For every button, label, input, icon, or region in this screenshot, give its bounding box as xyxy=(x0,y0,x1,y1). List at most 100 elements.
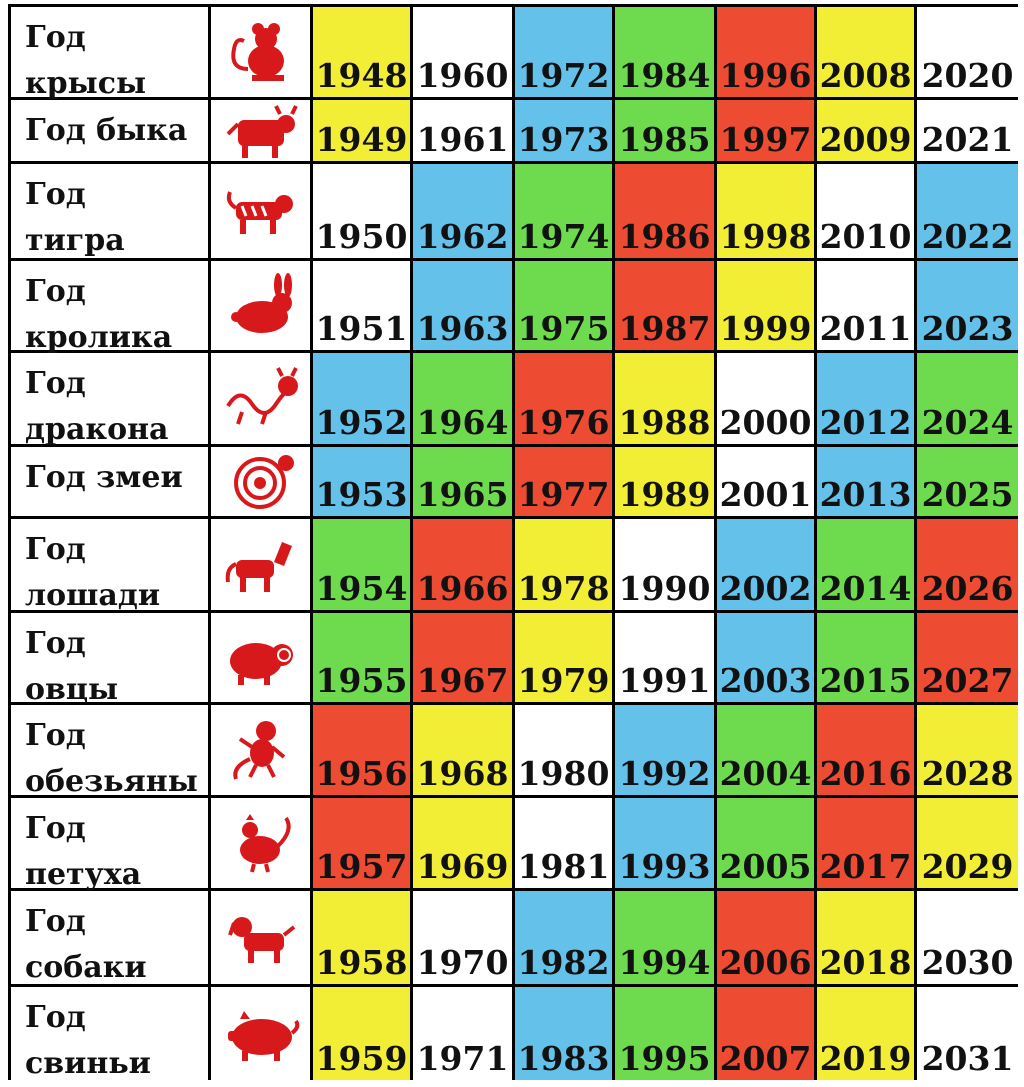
year-cell: 1978 xyxy=(515,519,612,610)
year-cell: 1990 xyxy=(615,519,714,610)
year-cell: 1968 xyxy=(413,705,512,795)
row-label: Год обезьяны xyxy=(11,705,208,799)
year-cell: 1963 xyxy=(413,261,512,350)
sheep-icon xyxy=(211,613,310,702)
year-cell: 1956 xyxy=(313,705,410,795)
year-cell: 1961 xyxy=(413,100,512,161)
year-cell: 2031 xyxy=(917,987,1018,1080)
year-cell: 1996 xyxy=(717,7,814,97)
year-cell: 2008 xyxy=(817,7,914,97)
year-cell: 1958 xyxy=(313,891,410,984)
year-cell: 1997 xyxy=(717,100,814,161)
year-cell: 2004 xyxy=(717,705,814,795)
year-cell: 2030 xyxy=(917,891,1018,984)
row-label: Год свиньи xyxy=(11,987,208,1081)
year-cell: 2019 xyxy=(817,987,914,1080)
row-label: Год крысы xyxy=(11,7,208,101)
year-cell: 1980 xyxy=(515,705,612,795)
dragon-icon xyxy=(211,353,310,444)
year-cell: 2026 xyxy=(917,519,1018,610)
year-cell: 1959 xyxy=(313,987,410,1080)
rat-icon xyxy=(211,7,310,97)
year-cell: 1983 xyxy=(515,987,612,1080)
year-cell: 2006 xyxy=(717,891,814,984)
year-cell: 2022 xyxy=(917,164,1018,258)
year-cell: 1989 xyxy=(615,447,714,516)
year-cell: 1967 xyxy=(413,613,512,702)
row-label: Год лошади xyxy=(11,519,208,613)
year-cell: 1994 xyxy=(615,891,714,984)
year-cell: 2001 xyxy=(717,447,814,516)
year-cell: 2002 xyxy=(717,519,814,610)
year-cell: 2024 xyxy=(917,353,1018,444)
year-cell: 1982 xyxy=(515,891,612,984)
year-cell: 2015 xyxy=(817,613,914,702)
year-cell: 1979 xyxy=(515,613,612,702)
year-cell: 2027 xyxy=(917,613,1018,702)
year-cell: 1992 xyxy=(615,705,714,795)
row-label: Год змеи xyxy=(11,447,208,516)
row-label: Год тигра xyxy=(11,164,208,258)
year-cell: 1971 xyxy=(413,987,512,1080)
year-cell: 1977 xyxy=(515,447,612,516)
horse-icon xyxy=(211,519,310,610)
year-cell: 2014 xyxy=(817,519,914,610)
year-cell: 1966 xyxy=(413,519,512,610)
row-label: Год кролика xyxy=(11,261,208,355)
year-cell: 1957 xyxy=(313,798,410,888)
year-cell: 1972 xyxy=(515,7,612,97)
year-cell: 1986 xyxy=(615,164,714,258)
year-cell: 2011 xyxy=(817,261,914,350)
year-cell: 1953 xyxy=(313,447,410,516)
year-cell: 2020 xyxy=(917,7,1018,97)
year-cell: 1998 xyxy=(717,164,814,258)
year-cell: 2029 xyxy=(917,798,1018,888)
year-cell: 2025 xyxy=(917,447,1018,516)
year-cell: 1987 xyxy=(615,261,714,350)
year-cell: 2007 xyxy=(717,987,814,1080)
year-cell: 1976 xyxy=(515,353,612,444)
year-cell: 2017 xyxy=(817,798,914,888)
year-cell: 2009 xyxy=(817,100,914,161)
year-cell: 1985 xyxy=(615,100,714,161)
pig-icon xyxy=(211,987,310,1080)
year-cell: 1999 xyxy=(717,261,814,350)
year-cell: 1955 xyxy=(313,613,410,702)
year-cell: 1988 xyxy=(615,353,714,444)
year-cell: 1970 xyxy=(413,891,512,984)
year-cell: 2023 xyxy=(917,261,1018,350)
row-label: Год быка xyxy=(11,100,208,161)
year-cell: 1995 xyxy=(615,987,714,1080)
rabbit-icon xyxy=(211,261,310,350)
year-cell: 2000 xyxy=(717,353,814,444)
year-cell: 1952 xyxy=(313,353,410,444)
year-cell: 2003 xyxy=(717,613,814,702)
row-label: Год петуха xyxy=(11,798,208,892)
year-cell: 1950 xyxy=(313,164,410,258)
ox-icon xyxy=(211,100,310,161)
dog-icon xyxy=(211,891,310,984)
year-cell: 1973 xyxy=(515,100,612,161)
year-cell: 1993 xyxy=(615,798,714,888)
monkey-icon xyxy=(211,705,310,795)
tiger-icon xyxy=(211,164,310,258)
year-cell: 1948 xyxy=(313,7,410,97)
row-label: Год собаки xyxy=(11,891,208,985)
rooster-icon xyxy=(211,798,310,888)
year-cell: 1974 xyxy=(515,164,612,258)
year-cell: 1984 xyxy=(615,7,714,97)
row-label: Год овцы xyxy=(11,613,208,707)
zodiac-years-table: Год крысы 1948 1960 1972 1984 1996 2008 2020 Год… xyxy=(8,4,1018,1081)
year-cell: 2016 xyxy=(817,705,914,795)
row-label: Год дракона xyxy=(11,353,208,447)
year-cell: 1964 xyxy=(413,353,512,444)
year-cell: 2010 xyxy=(817,164,914,258)
snake-icon xyxy=(211,447,310,516)
year-cell: 2013 xyxy=(817,447,914,516)
year-cell: 1981 xyxy=(515,798,612,888)
year-cell: 1991 xyxy=(615,613,714,702)
year-cell: 2028 xyxy=(917,705,1018,795)
year-cell: 1969 xyxy=(413,798,512,888)
year-cell: 2018 xyxy=(817,891,914,984)
year-cell: 1975 xyxy=(515,261,612,350)
